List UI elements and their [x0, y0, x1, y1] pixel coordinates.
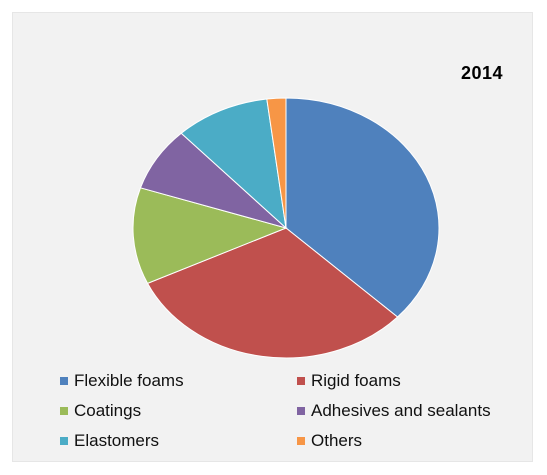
pie-slice-coatings: [132, 187, 288, 284]
pie-slice-flexible-foams: [285, 97, 440, 318]
legend-label: Adhesives and sealants: [311, 401, 491, 420]
legend-item: Adhesives and sealants: [297, 401, 491, 421]
legend-swatch: [60, 407, 68, 415]
legend-swatch: [60, 437, 68, 445]
legend-swatch: [297, 377, 305, 385]
legend-item: Others: [297, 431, 362, 451]
legend-swatch: [297, 437, 305, 445]
legend-item: Coatings: [60, 401, 141, 421]
pie-slice-others: [266, 97, 287, 229]
chart-title: 2014: [461, 63, 504, 83]
legend-label: Flexible foams: [74, 371, 184, 390]
legend-swatch: [297, 407, 305, 415]
pie-slice-elastomers: [180, 98, 287, 230]
pie-slice-rigid-foams: [146, 227, 399, 359]
legend-swatch: [60, 377, 68, 385]
legend-item: Flexible foams: [60, 371, 184, 391]
legend-label: Rigid foams: [311, 371, 401, 390]
legend-label: Coatings: [74, 401, 142, 420]
legend-label: Elastomers: [74, 431, 160, 450]
legend-label: Others: [311, 431, 363, 450]
legend-item: Rigid foams: [297, 371, 401, 391]
legend-item: Elastomers: [60, 431, 159, 451]
